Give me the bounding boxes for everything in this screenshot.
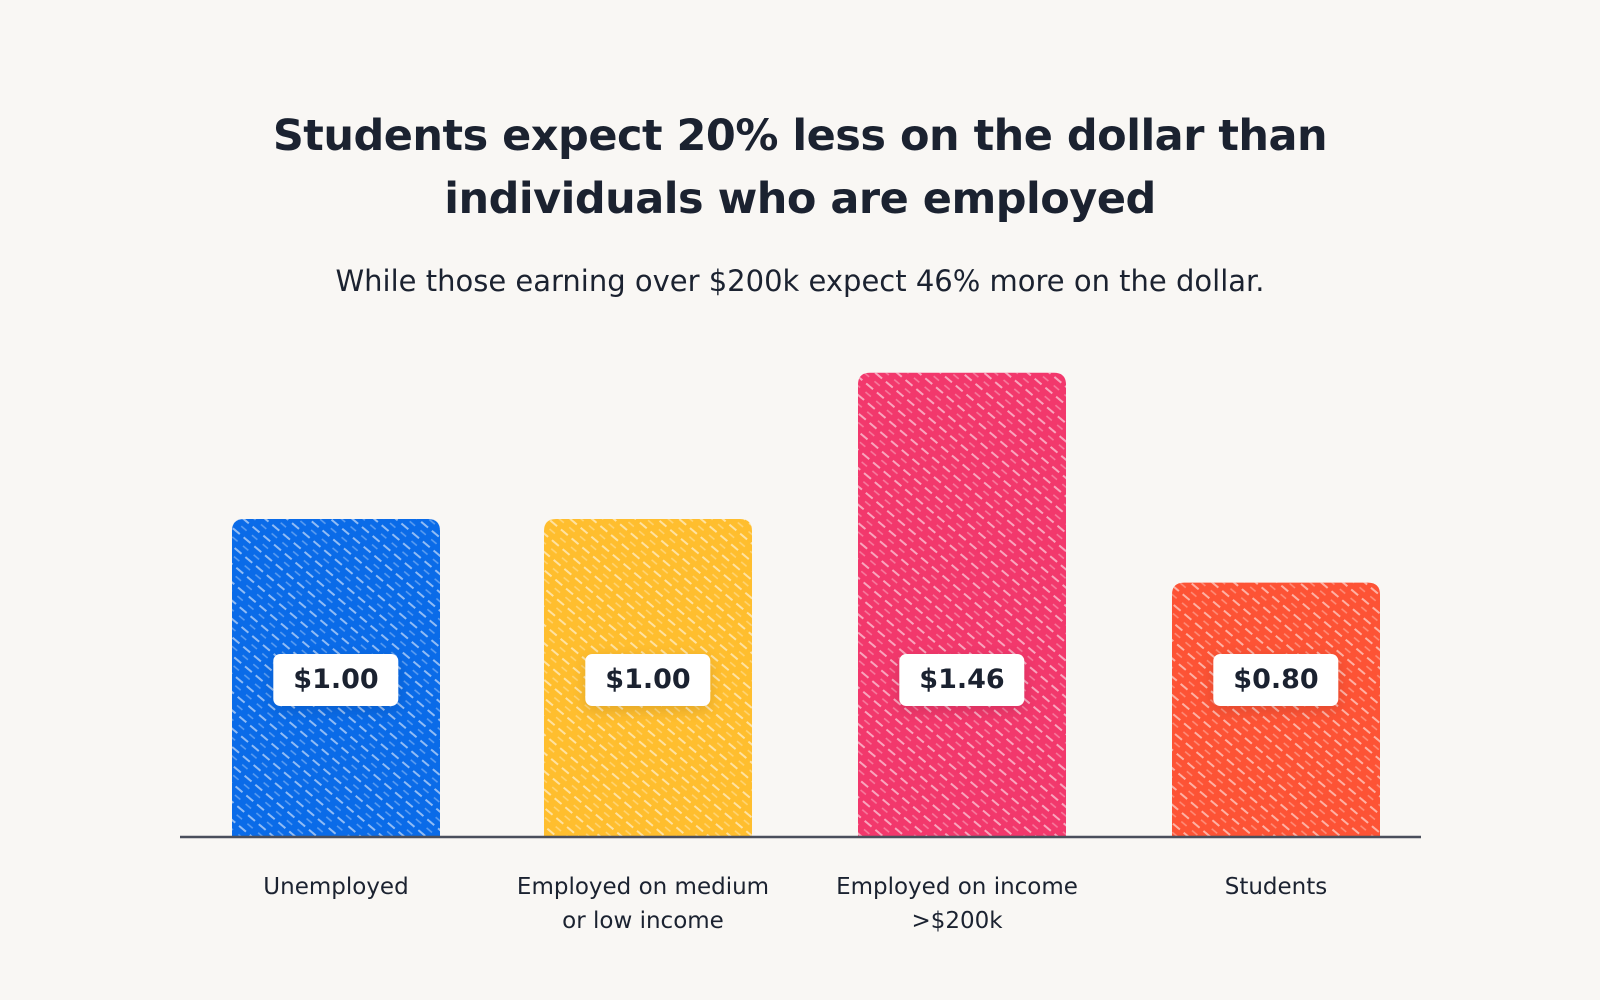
value-label: $1.00 [273,654,399,706]
chart-subtitle: While those earning over $200k expect 46… [335,264,1265,298]
bar-texture [858,372,1066,837]
x-tick-label: Employed on income >$200k [836,874,1078,934]
x-tick-label: Students [1224,874,1328,900]
value-label: $0.80 [1213,654,1339,706]
x-tick-label: Unemployed [263,874,409,900]
value-label: $1.00 [585,654,711,706]
bar-texture [1172,582,1380,837]
x-tick-label: Employed on medium or low income [516,874,770,934]
chart-title: Students expect 20% less on the dollar t… [272,111,1328,224]
value-label: $1.46 [899,654,1025,706]
